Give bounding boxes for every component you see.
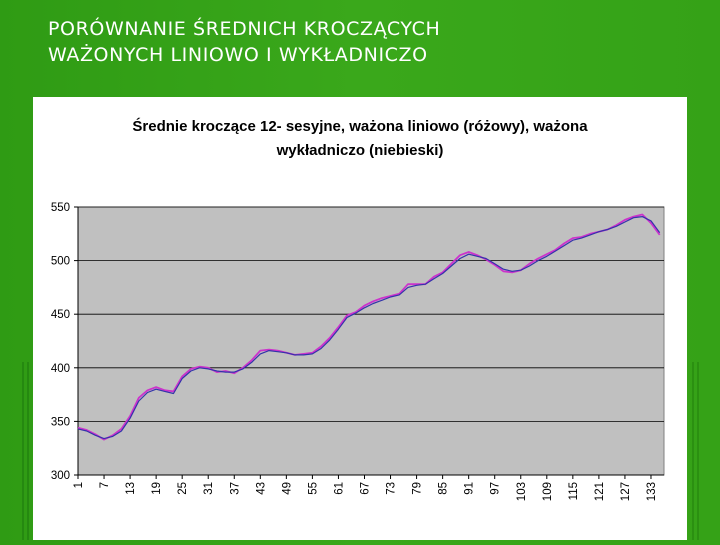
y-tick-label: 300 — [51, 470, 70, 482]
x-tick-label: 85 — [438, 482, 450, 495]
y-tick-label: 350 — [51, 416, 70, 428]
line-chart: 300 350 400 450 500 550 1 7 13 19 25 31 37 43 49 55 61 67… — [51, 202, 665, 501]
slide-title-line2: WAŻONYCH LINIOWO I WYKŁADNICZO — [48, 44, 428, 66]
x-tick-label: 67 — [359, 482, 371, 495]
x-tick-label: 73 — [386, 482, 398, 495]
y-tick-label: 400 — [51, 363, 70, 375]
chart-title-line1: Średnie kroczące 12- sesyjne, ważona lin… — [132, 118, 588, 135]
x-tick-label: 79 — [412, 482, 424, 495]
x-tick-label: 7 — [99, 482, 111, 488]
x-tick-label: 97 — [490, 482, 502, 495]
x-tick-label: 121 — [594, 482, 606, 501]
x-tick-label: 19 — [151, 482, 163, 495]
x-tick-label: 31 — [203, 482, 215, 495]
y-tick-label: 500 — [51, 256, 70, 268]
chart-title-line2: wykładniczo (niebieski) — [276, 142, 444, 159]
series-line-2 — [77, 215, 661, 440]
x-tick-label: 109 — [542, 482, 554, 501]
plot-area — [77, 206, 665, 476]
chart-title: Średnie kroczące 12- sesyjne, ważona lin… — [33, 115, 687, 163]
x-tick-label: 1 — [73, 482, 85, 488]
x-tick-label: 37 — [229, 482, 241, 495]
series-line-1 — [77, 213, 661, 441]
x-tick-label: 13 — [125, 482, 137, 495]
y-tick-label: 450 — [51, 309, 70, 321]
x-tick-label: 91 — [464, 482, 476, 495]
x-tick-label: 103 — [516, 482, 528, 501]
chart-panel: Średnie kroczące 12- sesyjne, ważona lin… — [33, 97, 687, 540]
x-tick-label: 127 — [620, 482, 632, 501]
x-tick-label: 25 — [177, 482, 189, 495]
x-tick-label: 61 — [333, 482, 345, 495]
x-tick-label: 49 — [281, 482, 293, 495]
x-tick-label: 55 — [307, 482, 319, 495]
x-tick-label: 43 — [255, 482, 267, 495]
y-tick-label: 550 — [51, 202, 70, 214]
x-tick-label: 133 — [646, 482, 658, 501]
slide-title-line1: PORÓWNANIE ŚREDNICH KROCZĄCYCH — [48, 18, 441, 40]
x-tick-label: 115 — [568, 482, 580, 500]
slide-title: PORÓWNANIE ŚREDNICH KROCZĄCYCH WAŻONYCH … — [48, 16, 688, 68]
